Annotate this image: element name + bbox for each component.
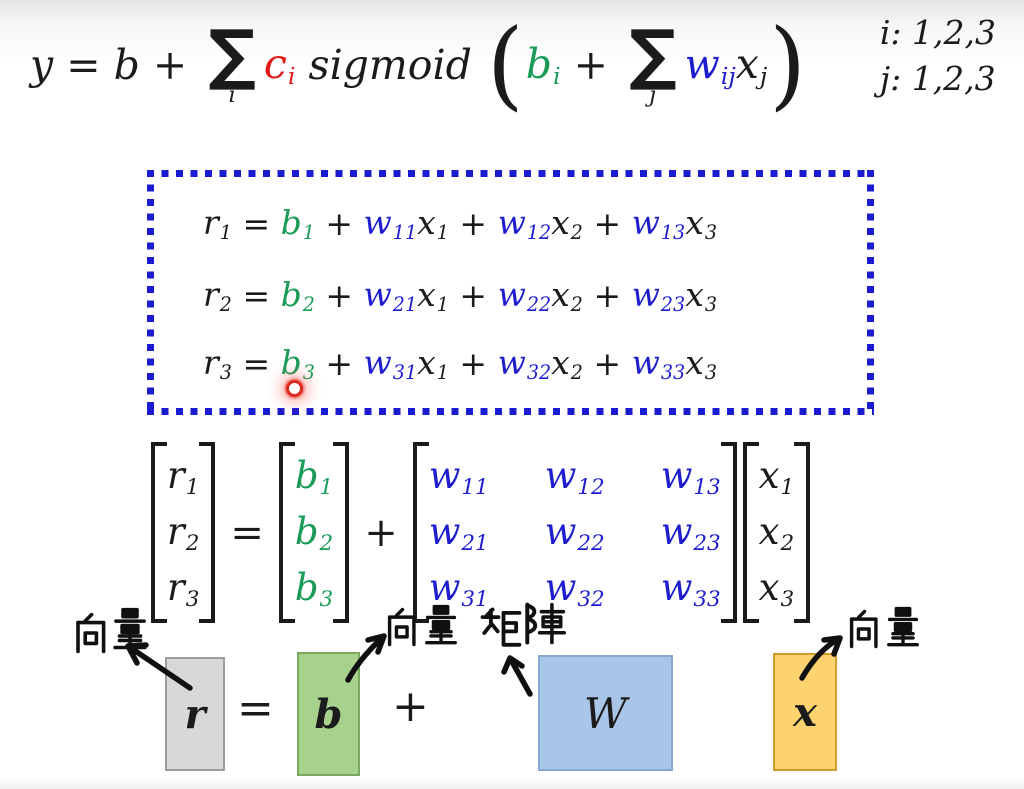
- dotted-border-top: [147, 170, 874, 177]
- w-block-label: W: [583, 688, 628, 738]
- handwritten-annotation-vector-r: [52, 598, 193, 691]
- matrix-equation: r1 r2 r3 = b1 b2 b3 + w11 w12 w13 w21 w22 w23 w31 w…: [148, 442, 813, 623]
- r-column-vector: r1 r2 r3: [151, 442, 216, 623]
- handwritten-annotation-vector-x: [799, 598, 933, 681]
- weight-matrix: w11 w12 w13 w21 w22 w23 w31 w32 w33: [412, 442, 737, 623]
- handwritten-annotation-matrix-w: [480, 596, 588, 697]
- top-formula: y = b + ∑ i ci sigmoid (bi + ∑ j wij xj): [30, 8, 807, 122]
- equation-r1: r1 = b1 + w11 x1 + w12 x2 + w13 x3: [203, 203, 717, 245]
- b-column-vector: b1 b2 b3: [278, 442, 350, 623]
- block-equals-sign: =: [237, 683, 274, 734]
- r-block-label: r: [184, 690, 206, 738]
- w-matrix-block: W: [538, 655, 673, 771]
- x-column-vector: x1 x2 x3: [742, 442, 811, 623]
- x-block-label: x: [793, 689, 817, 736]
- laser-pointer-dot: [286, 380, 303, 397]
- index-note-i: i: 1,2,3: [879, 13, 996, 52]
- dotted-border-right: [867, 170, 874, 415]
- dotted-border-left: [147, 170, 154, 415]
- plus-sign: +: [364, 509, 398, 556]
- b-block-label: b: [314, 690, 343, 738]
- dotted-equation-box: r1 = b1 + w11 x1 + w12 x2 + w13 x3 r2 = b2 …: [147, 170, 874, 415]
- equation-r3: r3 = b3 + w31 x1 + w32 x2 + w33 x3: [203, 343, 717, 385]
- block-plus-sign: +: [392, 681, 429, 732]
- handwritten-annotation-vector-b: [345, 596, 470, 683]
- index-range-notes: i: 1,2,3 j: 1,2,3: [880, 10, 996, 102]
- equation-r2: r2 = b2 + w21 x1 + w22 x2 + w23 x3: [203, 275, 717, 317]
- equals-sign: =: [230, 509, 264, 556]
- dotted-border-bottom: [147, 408, 874, 415]
- index-note-j: j: 1,2,3: [879, 59, 996, 99]
